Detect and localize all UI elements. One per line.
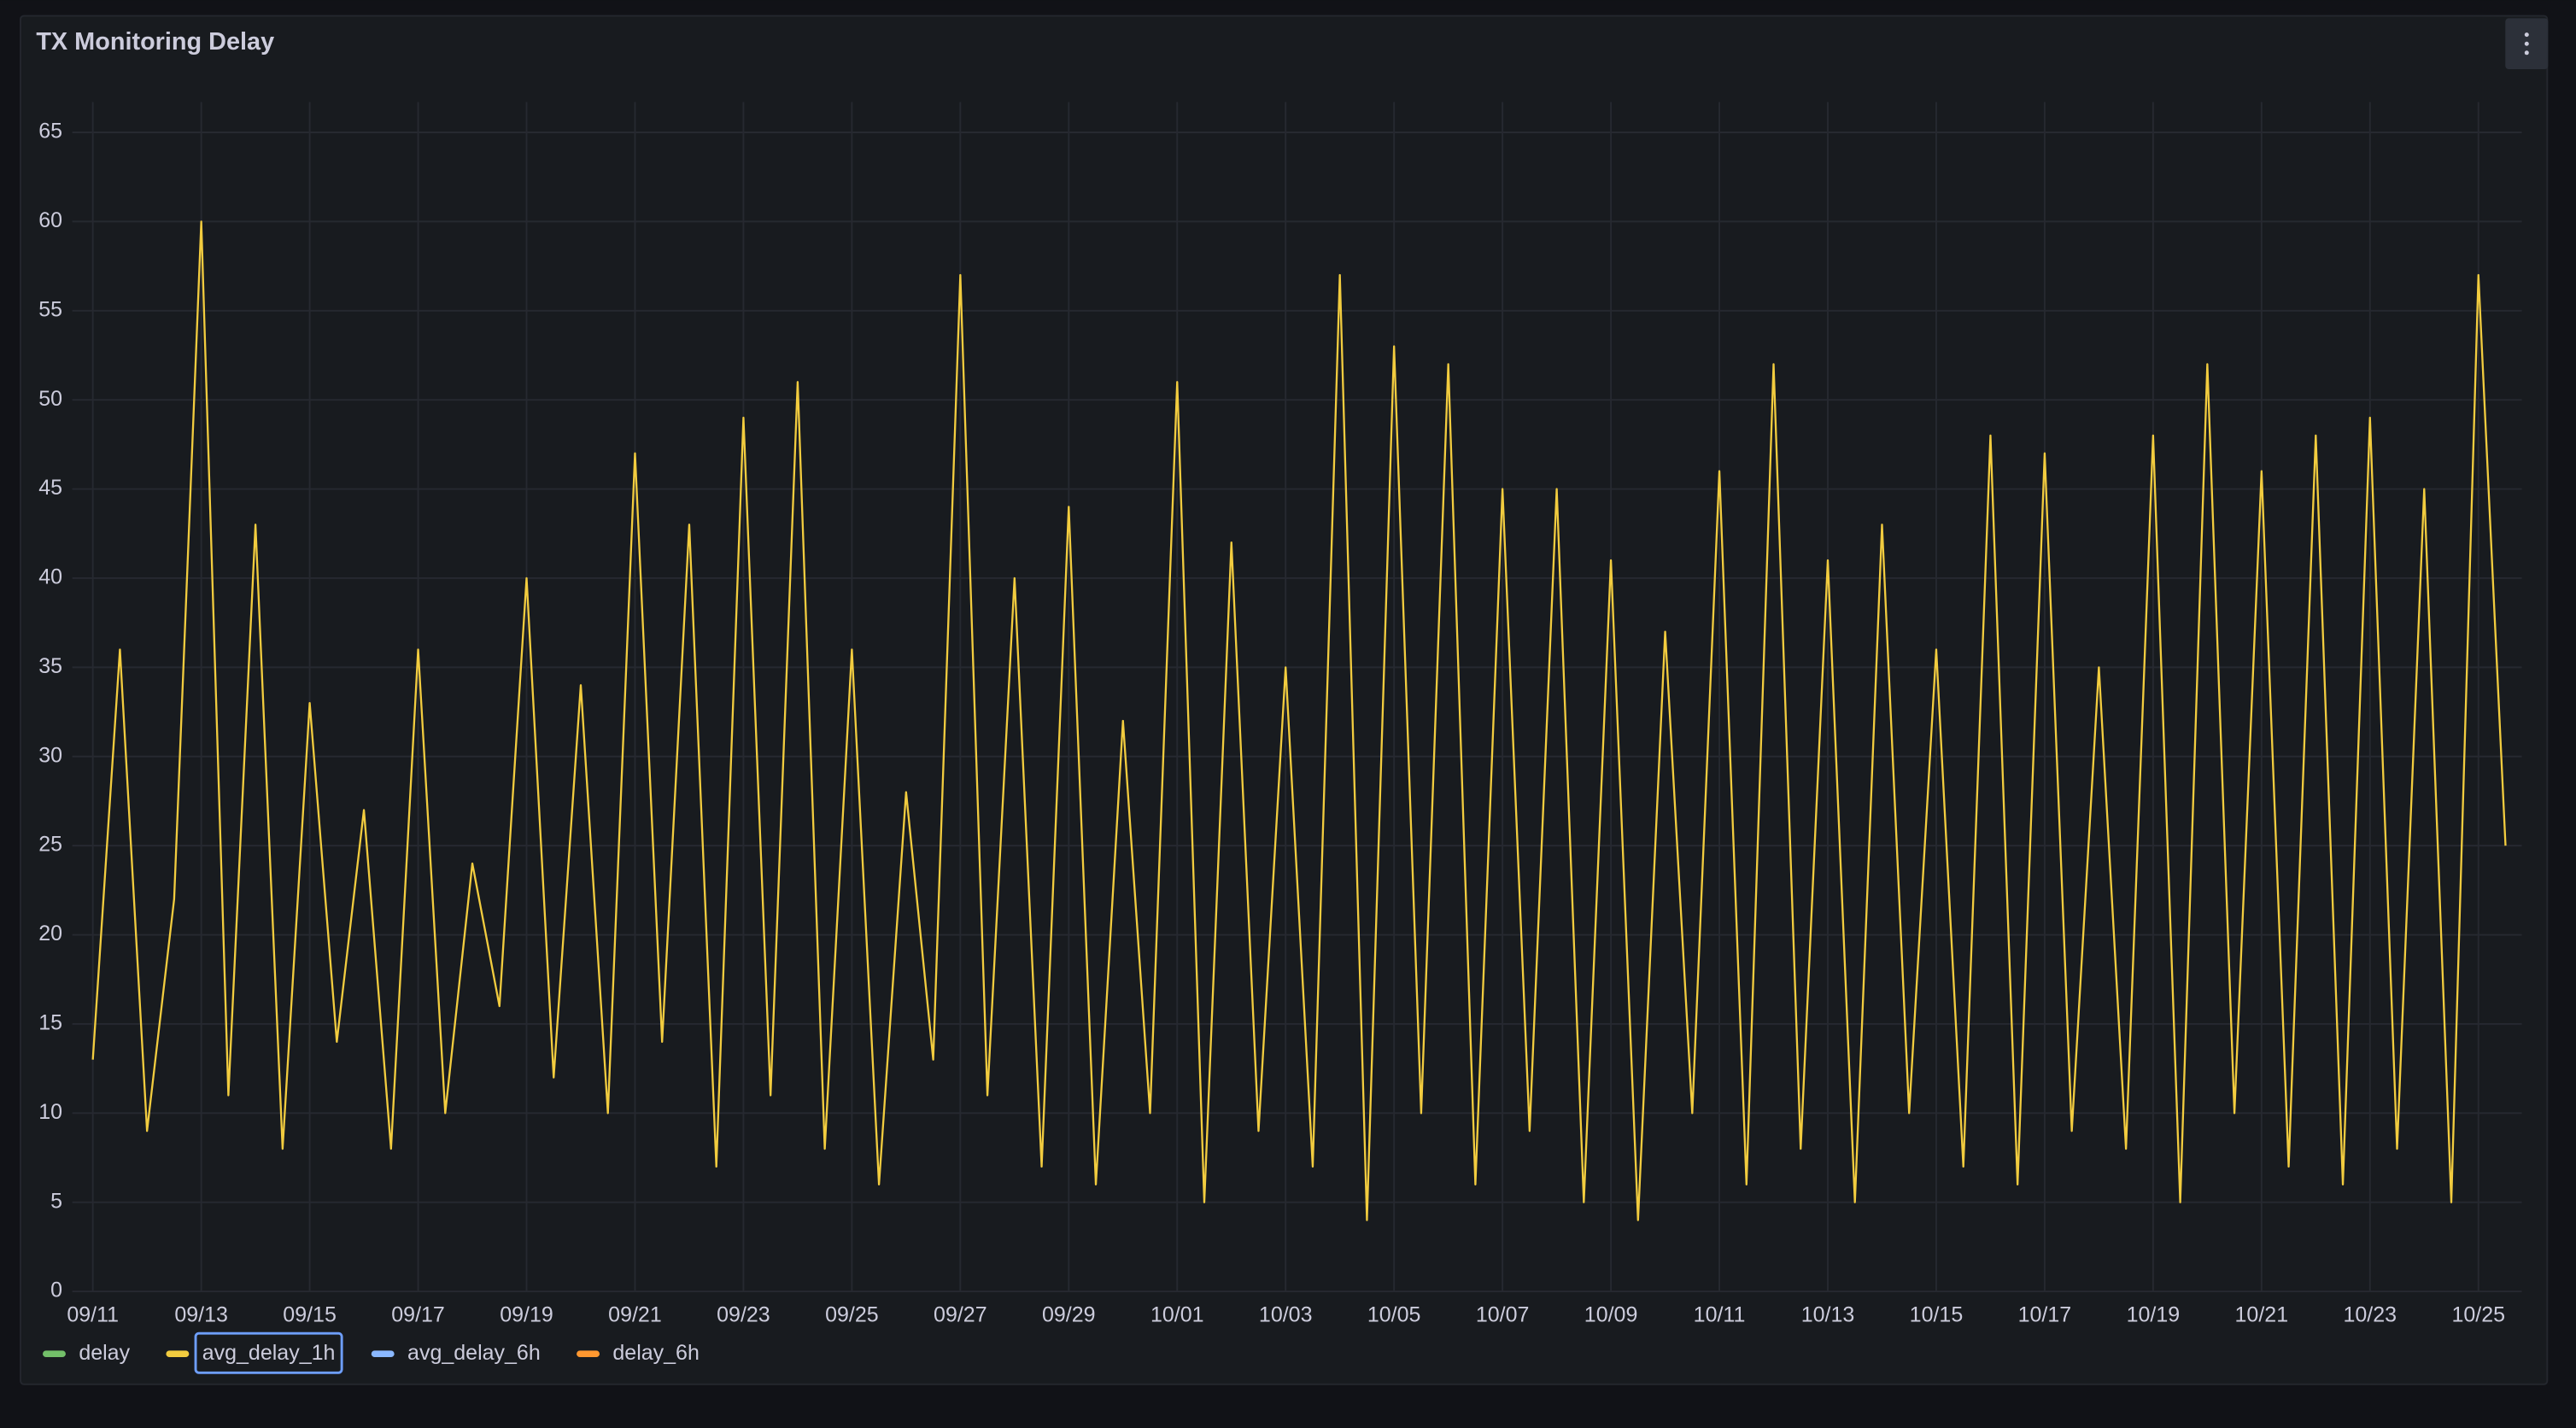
menu-dot: [2524, 41, 2529, 46]
y-tick-label: 65: [38, 120, 62, 143]
y-tick-label: 0: [50, 1279, 62, 1302]
legend-swatch: [371, 1350, 395, 1358]
x-tick-label: 10/01: [1150, 1303, 1204, 1327]
x-tick-label: 09/23: [717, 1303, 770, 1327]
x-tick-label: 09/21: [608, 1303, 662, 1327]
y-tick-label: 35: [38, 654, 62, 678]
x-tick-label: 10/15: [1910, 1303, 1964, 1327]
legend-swatch: [577, 1350, 600, 1358]
y-tick-label: 60: [38, 208, 62, 232]
series-line: [91, 220, 2507, 1221]
x-tick-label: 09/27: [934, 1303, 987, 1327]
x-tick-label: 09/19: [500, 1303, 553, 1327]
legend-label[interactable]: delay_6h: [612, 1341, 699, 1365]
x-tick-label: 09/29: [1042, 1303, 1096, 1327]
x-tick-label: 10/17: [2018, 1303, 2072, 1327]
legend-label[interactable]: delay: [79, 1341, 130, 1365]
y-tick-label: 10: [38, 1100, 62, 1124]
y-tick-label: 15: [38, 1011, 62, 1035]
x-tick-label: 10/21: [2235, 1303, 2289, 1327]
x-tick-label: 10/03: [1259, 1303, 1313, 1327]
x-tick-label: 09/11: [67, 1303, 119, 1327]
y-tick-label: 30: [38, 743, 62, 767]
legend-swatch: [166, 1350, 190, 1358]
x-tick-label: 09/13: [174, 1303, 228, 1327]
y-tick-label: 25: [38, 833, 62, 857]
panel-title: TX Monitoring Delay: [36, 28, 274, 56]
x-tick-label: 10/07: [1476, 1303, 1530, 1327]
legend-focus: [194, 1331, 343, 1374]
y-tick-label: 40: [38, 565, 62, 589]
menu-dot: [2524, 50, 2529, 56]
x-tick-label: 10/19: [2127, 1303, 2181, 1327]
x-tick-label: 10/05: [1367, 1303, 1421, 1327]
panel-menu[interactable]: [2505, 18, 2549, 70]
x-tick-label: 10/13: [1801, 1303, 1855, 1327]
y-tick-label: 55: [38, 297, 62, 321]
y-tick-label: 45: [38, 476, 62, 500]
x-tick-label: 10/23: [2344, 1303, 2397, 1327]
menu-dot: [2524, 32, 2529, 38]
legend-swatch: [43, 1350, 66, 1358]
x-tick-label: 09/15: [283, 1303, 337, 1327]
legend-label[interactable]: avg_delay_1h: [202, 1341, 336, 1365]
y-tick-label: 20: [38, 922, 62, 945]
legend-label[interactable]: avg_delay_6h: [407, 1341, 541, 1365]
y-tick-label: 5: [50, 1189, 62, 1213]
x-tick-label: 10/25: [2451, 1303, 2505, 1327]
x-tick-label: 09/17: [391, 1303, 445, 1327]
y-tick-label: 50: [38, 387, 62, 411]
x-tick-label: 10/09: [1584, 1303, 1638, 1327]
x-tick-label: 09/25: [825, 1303, 879, 1327]
x-tick-label: 10/11: [1694, 1303, 1746, 1327]
